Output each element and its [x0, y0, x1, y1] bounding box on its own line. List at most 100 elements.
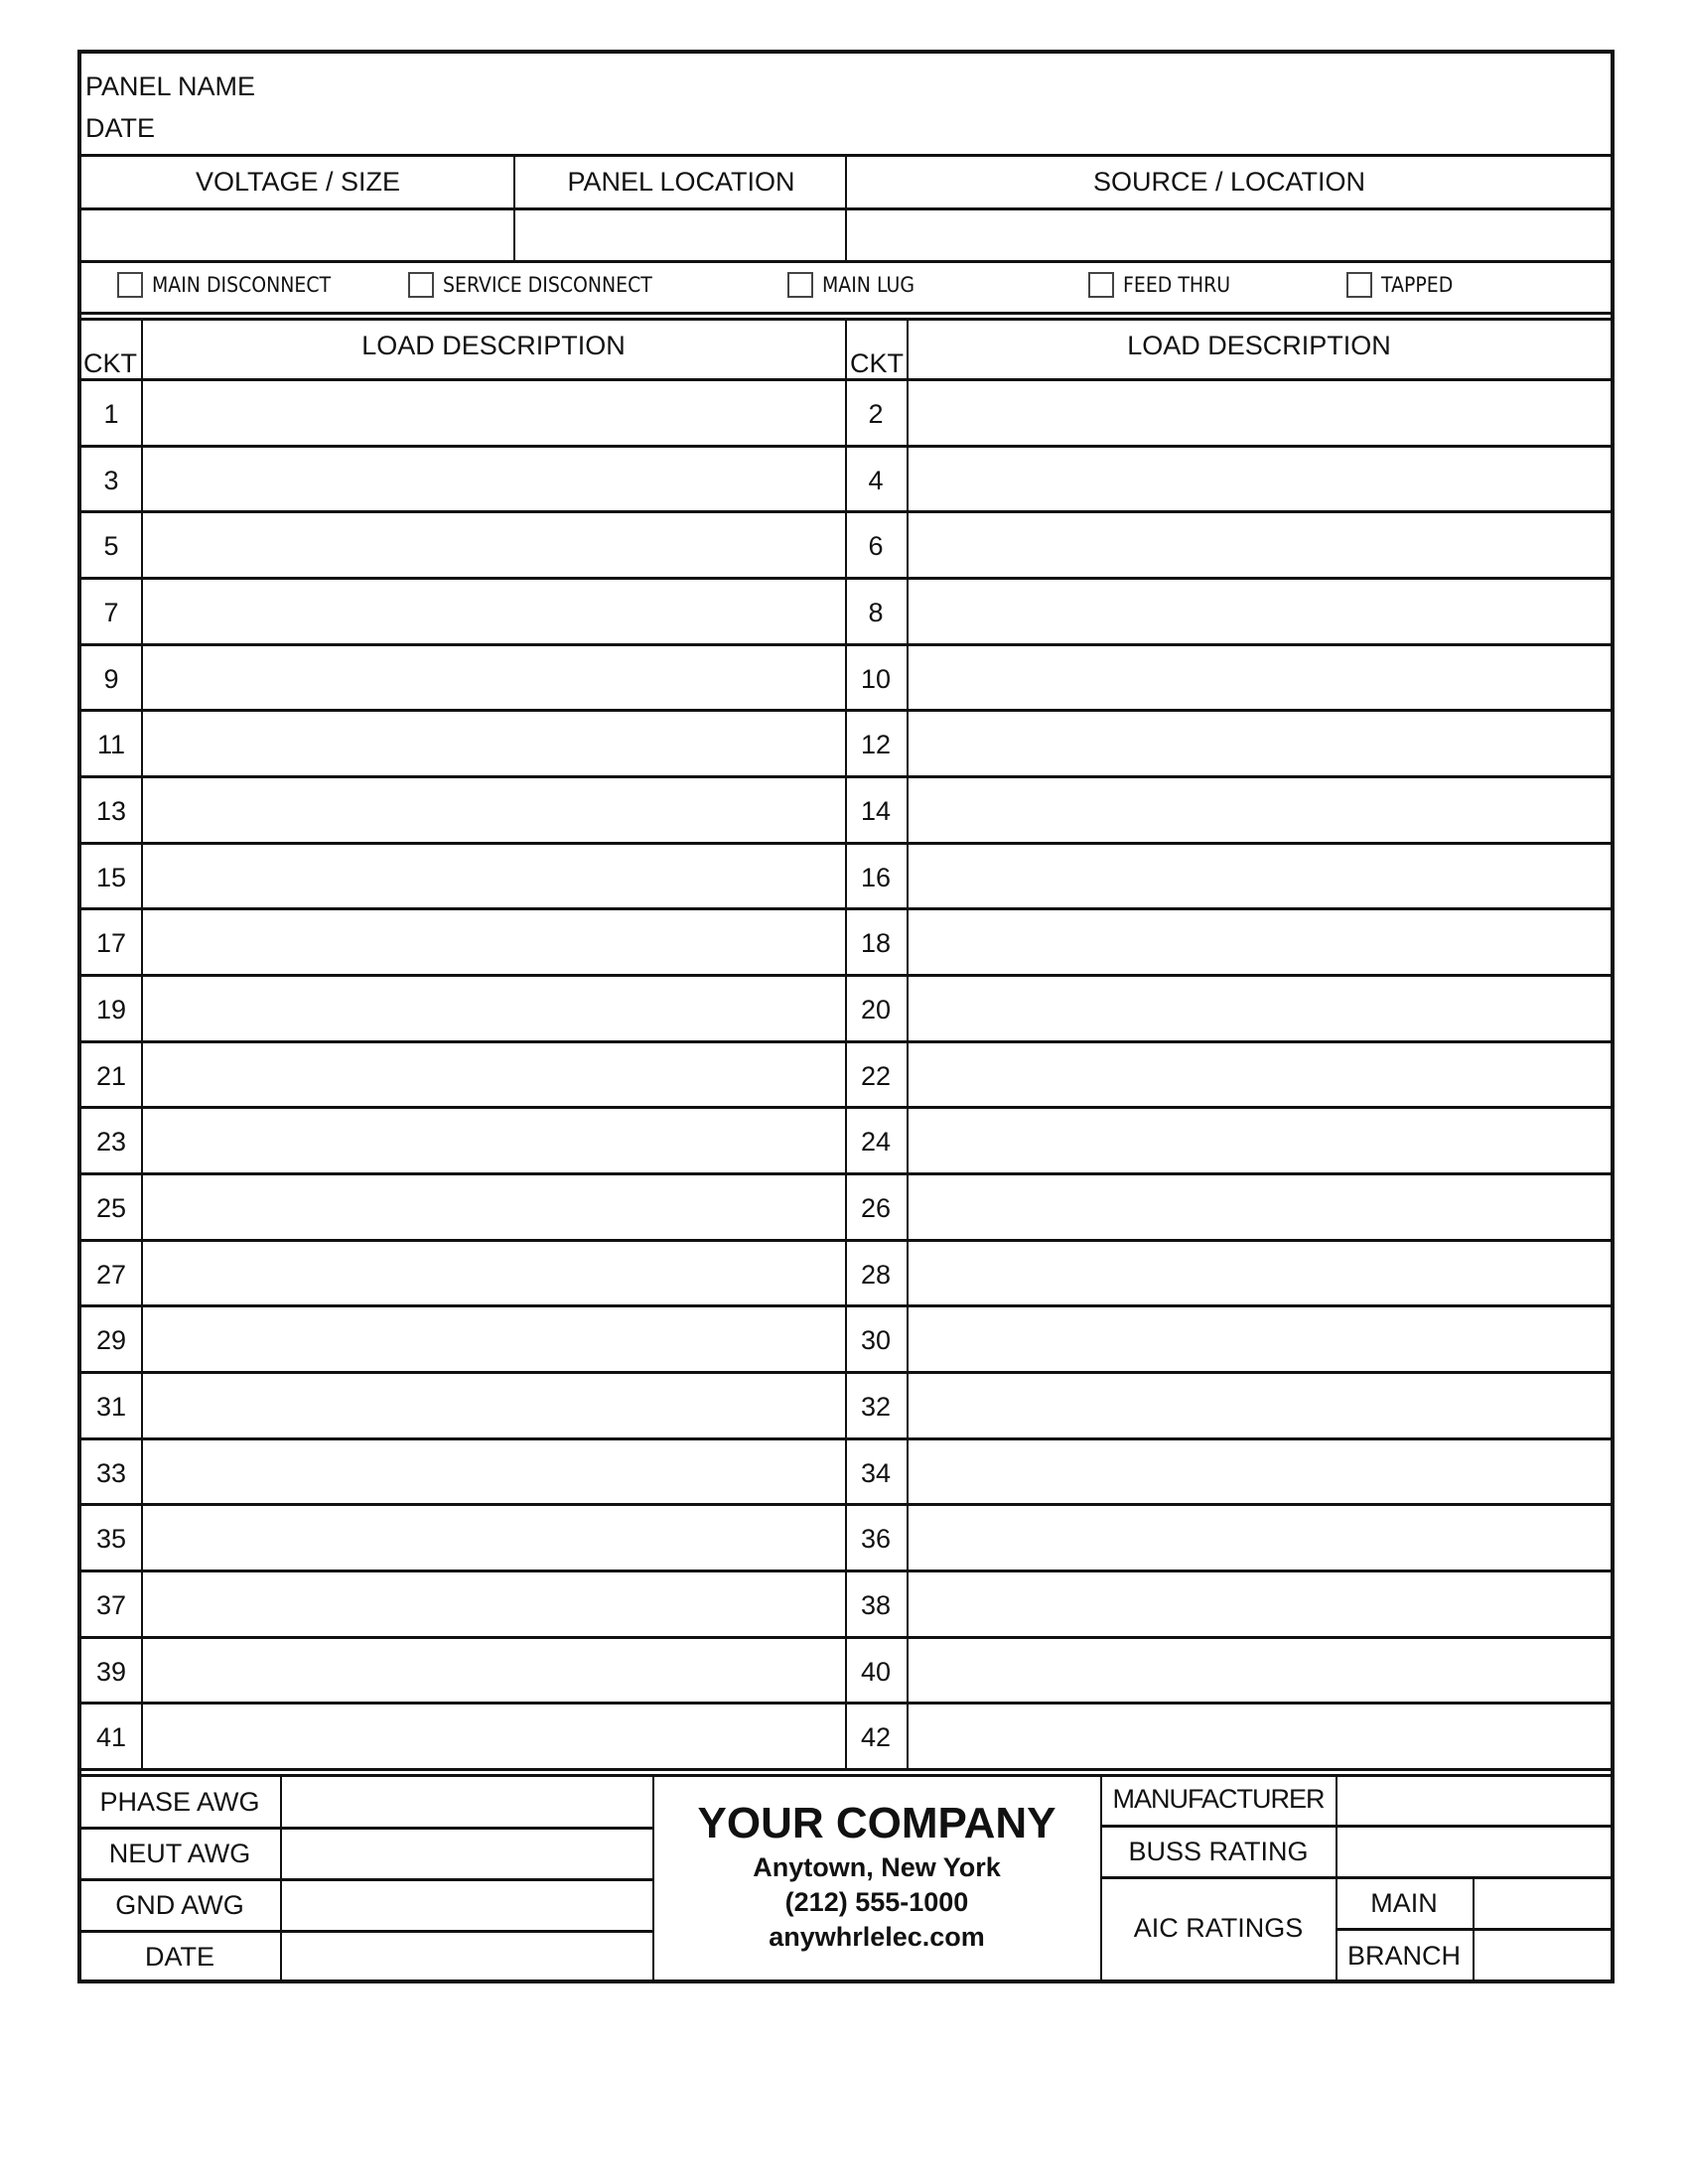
load-description-field[interactable] [910, 1639, 1611, 1701]
gnd-awg-field[interactable] [283, 1881, 650, 1929]
load-description-field[interactable] [144, 1639, 843, 1701]
load-description-field[interactable] [144, 778, 843, 840]
load-description-field[interactable] [910, 1705, 1611, 1766]
load-description-field[interactable] [910, 977, 1611, 1038]
source-location-field[interactable] [848, 210, 1611, 260]
load-description-field[interactable] [910, 448, 1611, 509]
load-description-field[interactable] [144, 1307, 843, 1369]
circuit-number: 38 [860, 1590, 892, 1621]
load-description-field[interactable] [910, 1175, 1611, 1237]
load-description-field[interactable] [144, 513, 843, 575]
aic-branch-field[interactable] [1476, 1932, 1611, 1979]
service-disconnect-checkbox[interactable] [408, 272, 434, 298]
feed-thru-checkbox[interactable] [1088, 272, 1114, 298]
load-description-field[interactable] [144, 1242, 843, 1303]
divider [79, 207, 1613, 210]
load-description-field[interactable] [144, 1109, 843, 1170]
circuit-number: 26 [860, 1193, 892, 1224]
circuit-number: 37 [95, 1590, 127, 1621]
aic-main-field[interactable] [1476, 1880, 1611, 1926]
divider [652, 1776, 654, 1981]
load-description-field[interactable] [910, 1242, 1611, 1303]
load-description-field[interactable] [144, 1705, 843, 1766]
load-description-header-left: LOAD DESCRIPTION [361, 331, 626, 360]
row-divider [79, 1106, 1613, 1110]
company-name: YOUR COMPANY [697, 1799, 1056, 1847]
circuit-number: 29 [95, 1325, 127, 1356]
load-description-field[interactable] [144, 977, 843, 1038]
circuit-number: 23 [95, 1127, 127, 1158]
circuit-number: 1 [103, 399, 119, 429]
panel-name-field[interactable] [278, 64, 1599, 103]
load-description-field[interactable] [910, 1374, 1611, 1435]
circuit-number: 31 [95, 1392, 127, 1423]
tapped-label: TAPPED [1381, 273, 1454, 297]
load-description-field[interactable] [910, 845, 1611, 906]
date-field[interactable] [179, 107, 1599, 147]
circuit-number: 35 [95, 1524, 127, 1555]
load-description-field[interactable] [144, 1506, 843, 1568]
divider [79, 1827, 652, 1830]
row-divider [79, 1436, 1613, 1440]
load-description-field[interactable] [910, 910, 1611, 972]
date-field[interactable] [283, 1933, 650, 1980]
row-divider [79, 1371, 1613, 1375]
main-disconnect-checkbox[interactable] [117, 272, 143, 298]
load-description-field[interactable] [910, 1307, 1611, 1369]
load-description-field[interactable] [910, 1506, 1611, 1568]
load-description-field[interactable] [144, 1175, 843, 1237]
row-divider [79, 1702, 1613, 1706]
circuit-number: 4 [868, 465, 884, 495]
circuit-number: 22 [860, 1060, 892, 1091]
load-description-field[interactable] [910, 778, 1611, 840]
load-description-field[interactable] [144, 646, 843, 708]
load-description-field[interactable] [144, 381, 843, 443]
divider [280, 1776, 282, 1981]
circuit-number: 10 [860, 663, 892, 694]
voltage-size-field[interactable] [81, 210, 511, 260]
load-description-field[interactable] [910, 513, 1611, 575]
load-description-field[interactable] [910, 580, 1611, 641]
divider [79, 1930, 652, 1933]
ckt-header-right: CKT [850, 348, 904, 378]
phase-awg-field[interactable] [283, 1778, 650, 1826]
source-location-header: SOURCE / LOCATION [1092, 167, 1366, 197]
circuit-number: 25 [95, 1193, 127, 1224]
load-description-field[interactable] [910, 646, 1611, 708]
divider [79, 318, 1613, 321]
load-description-field[interactable] [144, 712, 843, 773]
ckt-header-left: CKT [83, 348, 137, 378]
circuit-number: 3 [103, 465, 119, 495]
load-description-field[interactable] [144, 845, 843, 906]
load-description-field[interactable] [144, 448, 843, 509]
circuit-number: 42 [860, 1722, 892, 1753]
load-description-field[interactable] [910, 1109, 1611, 1170]
tapped-checkbox[interactable] [1346, 272, 1372, 298]
circuit-number: 13 [95, 796, 127, 827]
circuit-number: 34 [860, 1457, 892, 1488]
load-description-field[interactable] [144, 1043, 843, 1105]
load-description-header-right: LOAD DESCRIPTION [1127, 331, 1391, 360]
load-description-field[interactable] [910, 1572, 1611, 1634]
circuit-number: 6 [868, 531, 884, 562]
circuit-number: 30 [860, 1325, 892, 1356]
panel-location-field[interactable] [516, 210, 844, 260]
load-description-field[interactable] [910, 712, 1611, 773]
load-description-field[interactable] [910, 1440, 1611, 1502]
load-description-field[interactable] [144, 580, 843, 641]
load-description-field[interactable] [144, 910, 843, 972]
divider [79, 260, 1613, 263]
circuit-number: 21 [95, 1060, 127, 1091]
load-description-field[interactable] [910, 381, 1611, 443]
buss-rating-field[interactable] [1338, 1829, 1611, 1874]
load-description-field[interactable] [144, 1374, 843, 1435]
divider [79, 312, 1613, 315]
neut-awg-field[interactable] [283, 1830, 650, 1877]
load-description-field[interactable] [144, 1440, 843, 1502]
main-lug-checkbox[interactable] [787, 272, 813, 298]
load-description-field[interactable] [910, 1043, 1611, 1105]
row-divider [79, 577, 1613, 580]
row-divider [79, 775, 1613, 779]
manufacturer-field[interactable] [1338, 1777, 1611, 1823]
load-description-field[interactable] [144, 1572, 843, 1634]
